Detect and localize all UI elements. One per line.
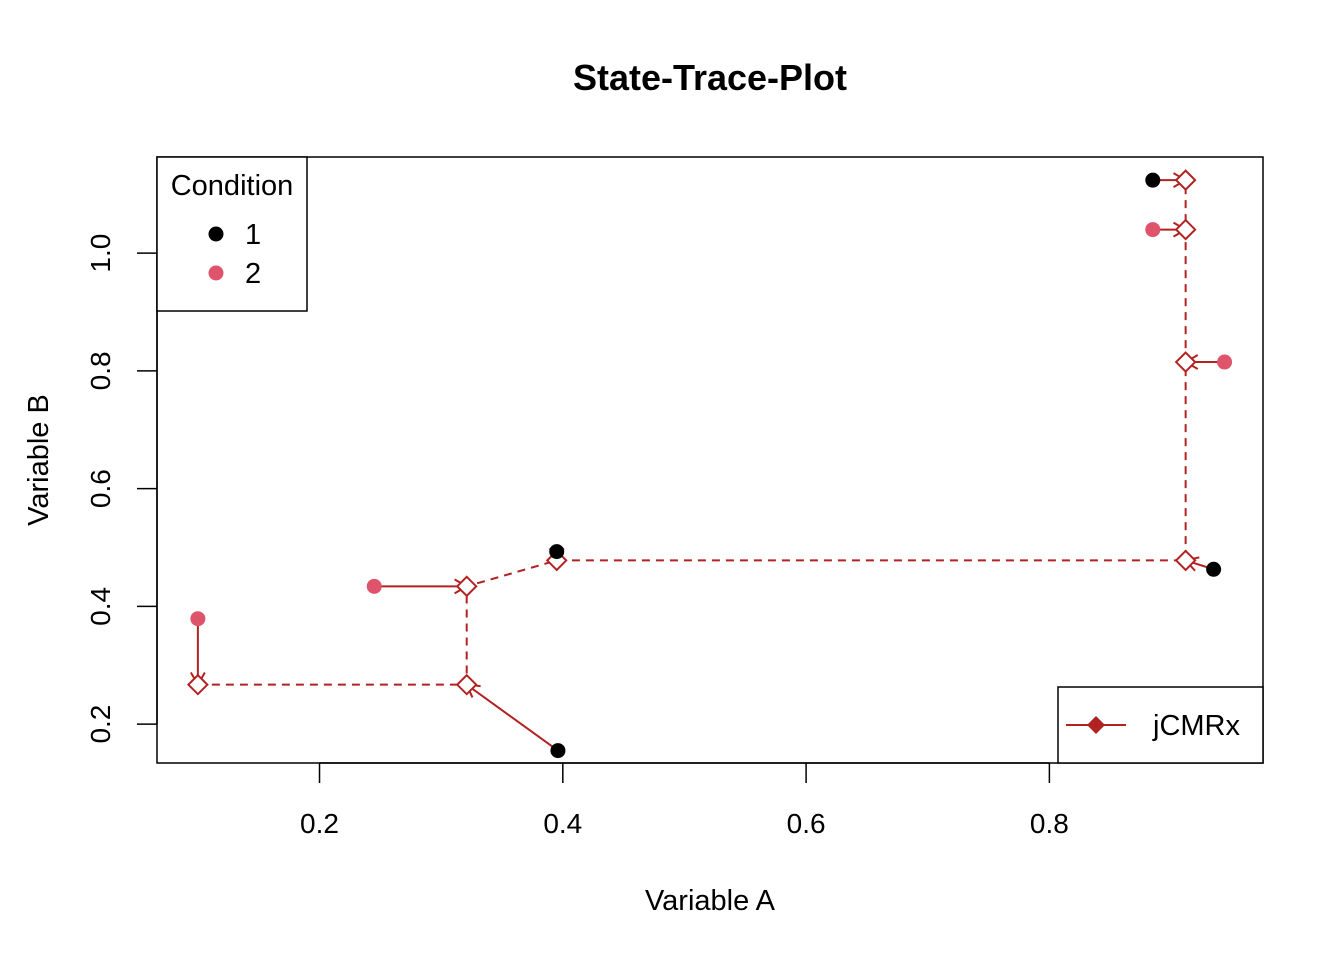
y-axis-label: Variable B bbox=[23, 394, 55, 526]
condition-legend-marker bbox=[208, 226, 224, 242]
data-point-condition-1 bbox=[550, 743, 566, 759]
data-point-condition-2 bbox=[1145, 222, 1161, 238]
fit-point-marker bbox=[455, 673, 478, 696]
condition-legend-marker bbox=[208, 265, 224, 281]
data-point-condition-1 bbox=[1206, 561, 1222, 577]
y-axis: 0.2 0.4 0.6 0.8 1.0 bbox=[85, 234, 158, 744]
condition-legend-title: Condition bbox=[171, 170, 294, 202]
condition-legend-label: 2 bbox=[245, 258, 261, 290]
x-axis-label: Variable A bbox=[645, 885, 776, 917]
fit-point-marker bbox=[1174, 351, 1197, 373]
fit-legend: jCMRx bbox=[1057, 686, 1264, 764]
fit-path-line bbox=[197, 180, 1187, 686]
fit-point-marker bbox=[455, 575, 478, 598]
x-tick-label: 0.6 bbox=[787, 808, 826, 839]
data-point-condition-2 bbox=[1217, 354, 1233, 370]
chart-title: State-Trace-Plot bbox=[573, 57, 847, 98]
plot-frame bbox=[156, 156, 1264, 764]
points-layer bbox=[190, 172, 1233, 759]
condition-legend: Condition 1 2 bbox=[156, 156, 308, 312]
y-tick-label: 0.8 bbox=[85, 351, 116, 390]
y-tick-label: 0.6 bbox=[85, 469, 116, 508]
x-tick-label: 0.2 bbox=[300, 808, 339, 839]
data-point-condition-1 bbox=[549, 544, 565, 560]
y-tick-label: 0.2 bbox=[85, 705, 116, 744]
condition-legend-label: 1 bbox=[245, 219, 261, 251]
x-tick-label: 0.8 bbox=[1030, 808, 1069, 839]
fit-point-marker bbox=[1174, 169, 1197, 192]
fit-layer bbox=[186, 169, 1225, 752]
condition-legend-box bbox=[156, 156, 308, 312]
fit-point-marker bbox=[1174, 218, 1197, 241]
data-point-condition-2 bbox=[366, 578, 382, 594]
x-tick-label: 0.4 bbox=[543, 808, 582, 839]
x-axis: 0.2 0.4 0.6 0.8 bbox=[300, 762, 1069, 839]
data-point-condition-2 bbox=[190, 611, 206, 627]
y-tick-label: 1.0 bbox=[85, 234, 116, 273]
fit-legend-marker bbox=[1087, 716, 1105, 734]
fit-legend-label: jCMRx bbox=[1152, 710, 1240, 742]
fit-link-arrow bbox=[466, 683, 559, 752]
y-tick-label: 0.4 bbox=[85, 587, 116, 626]
fit-point-marker bbox=[1174, 549, 1197, 572]
fit-point-marker bbox=[186, 673, 209, 696]
data-point-condition-1 bbox=[1145, 172, 1161, 188]
